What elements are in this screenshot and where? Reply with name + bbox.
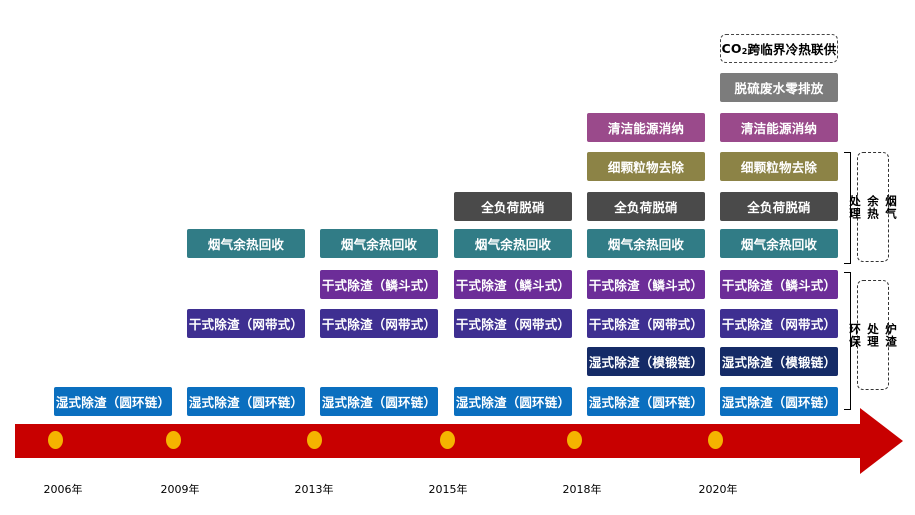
tech-box-label: 湿式除渣（圆环链） — [721, 395, 837, 410]
slag-group-brace — [844, 272, 851, 410]
tech-box-label: 烟气余热回收 — [740, 237, 818, 252]
flue-gas-group-brace — [844, 152, 851, 264]
tech-box: 湿式除渣（圆环链） — [187, 387, 305, 416]
tech-box: 湿式除渣（圆环链） — [320, 387, 438, 416]
timeline-dot-2006 — [48, 431, 63, 449]
year-label: 2020年 — [698, 483, 738, 496]
tech-box-label: 湿式除渣（模锻链） — [721, 355, 837, 370]
tech-box: 干式除渣（鳞斗式） — [320, 270, 438, 299]
tech-box: 细颗粒物去除 — [587, 152, 705, 181]
tech-box-label: 干式除渣（鳞斗式） — [721, 278, 837, 293]
tech-box: 干式除渣（网带式） — [320, 309, 438, 338]
tech-box-label: 全负荷脱硝 — [614, 200, 678, 215]
tech-box-label: 干式除渣（网带式） — [721, 317, 837, 332]
timeline-dot-2009 — [166, 431, 181, 449]
tech-box-label: 干式除渣（鳞斗式） — [321, 278, 437, 293]
tech-box-label: 烟气余热回收 — [207, 237, 285, 252]
tech-box: 干式除渣（网带式） — [454, 309, 572, 338]
tech-box: 湿式除渣（圆环链） — [54, 387, 172, 416]
tech-box-label: 干式除渣（鳞斗式） — [588, 278, 704, 293]
tech-box-subscript: 2 — [741, 47, 748, 56]
timeline-dot-2020 — [708, 431, 723, 449]
tech-box-label: 干式除渣（网带式） — [188, 317, 304, 332]
tech-box: 干式除渣（鳞斗式） — [454, 270, 572, 299]
tech-box: 烟气余热回收 — [320, 229, 438, 258]
tech-box: 细颗粒物去除 — [720, 152, 838, 181]
tech-box: 干式除渣（网带式） — [587, 309, 705, 338]
tech-box-label: 湿式除渣（圆环链） — [55, 395, 171, 410]
tech-box: 湿式除渣（模锻链） — [720, 347, 838, 376]
year-label: 2006年 — [43, 483, 83, 496]
tech-box: 清洁能源消纳 — [587, 113, 705, 142]
tech-box-label: 跨临界冷热联供 — [747, 42, 837, 57]
tech-box-label: 清洁能源消纳 — [740, 121, 818, 136]
tech-box-label: 全负荷脱硝 — [481, 200, 545, 215]
tech-box-label: 干式除渣（鳞斗式） — [455, 278, 571, 293]
tech-box: 湿式除渣（圆环链） — [454, 387, 572, 416]
tech-box: 干式除渣（网带式） — [720, 309, 838, 338]
tech-box-label: 湿式除渣（模锻链） — [588, 355, 704, 370]
tech-box: 全负荷脱硝 — [720, 192, 838, 221]
tech-box-label: 湿式除渣（圆环链） — [588, 395, 704, 410]
tech-box-label: 干式除渣（网带式） — [321, 317, 437, 332]
tech-box: 烟气余热回收 — [720, 229, 838, 258]
tech-box: 干式除渣（鳞斗式） — [587, 270, 705, 299]
tech-box: CO 2 跨临界冷热联供 — [720, 34, 838, 63]
year-label: 2009年 — [160, 483, 200, 496]
tech-box-label: 湿式除渣（圆环链） — [455, 395, 571, 410]
tech-box-label: 湿式除渣（圆环链） — [321, 395, 437, 410]
tech-box-label: 清洁能源消纳 — [607, 121, 685, 136]
tech-box: 全负荷脱硝 — [587, 192, 705, 221]
timeline-dot-2018 — [567, 431, 582, 449]
tech-box-label: 烟气余热回收 — [474, 237, 552, 252]
tech-box-label: 湿式除渣（圆环链） — [188, 395, 304, 410]
tech-box-label: 烟气余热回收 — [607, 237, 685, 252]
tech-box: 烟气余热回收 — [587, 229, 705, 258]
tech-box: 脱硫废水零排放 — [720, 73, 838, 102]
tech-box-label: 干式除渣（网带式） — [455, 317, 571, 332]
timeline-dot-2015 — [440, 431, 455, 449]
tech-box: 清洁能源消纳 — [720, 113, 838, 142]
tech-box: 干式除渣（鳞斗式） — [720, 270, 838, 299]
tech-box-prefix: CO — [721, 41, 742, 56]
slag-group-label: 炉渣 处理 环保 — [848, 280, 898, 390]
tech-box-label: 烟气余热回收 — [340, 237, 418, 252]
year-label: 2015年 — [428, 483, 468, 496]
tech-box: 全负荷脱硝 — [454, 192, 572, 221]
flue-gas-group-label: 烟气 余热 处理 — [848, 152, 898, 262]
tech-box-label: 干式除渣（网带式） — [588, 317, 704, 332]
tech-box: 湿式除渣（模锻链） — [587, 347, 705, 376]
timeline-dot-2013 — [307, 431, 322, 449]
year-label: 2018年 — [562, 483, 602, 496]
tech-box: 烟气余热回收 — [187, 229, 305, 258]
tech-box-label: 细颗粒物去除 — [740, 160, 818, 175]
tech-box: 烟气余热回收 — [454, 229, 572, 258]
year-label: 2013年 — [294, 483, 334, 496]
tech-box: 干式除渣（网带式） — [187, 309, 305, 338]
tech-box: 湿式除渣（圆环链） — [720, 387, 838, 416]
tech-box-label: 脱硫废水零排放 — [734, 81, 824, 96]
tech-box: 湿式除渣（圆环链） — [587, 387, 705, 416]
tech-box-label: 细颗粒物去除 — [607, 160, 685, 175]
tech-box-label: 全负荷脱硝 — [747, 200, 811, 215]
